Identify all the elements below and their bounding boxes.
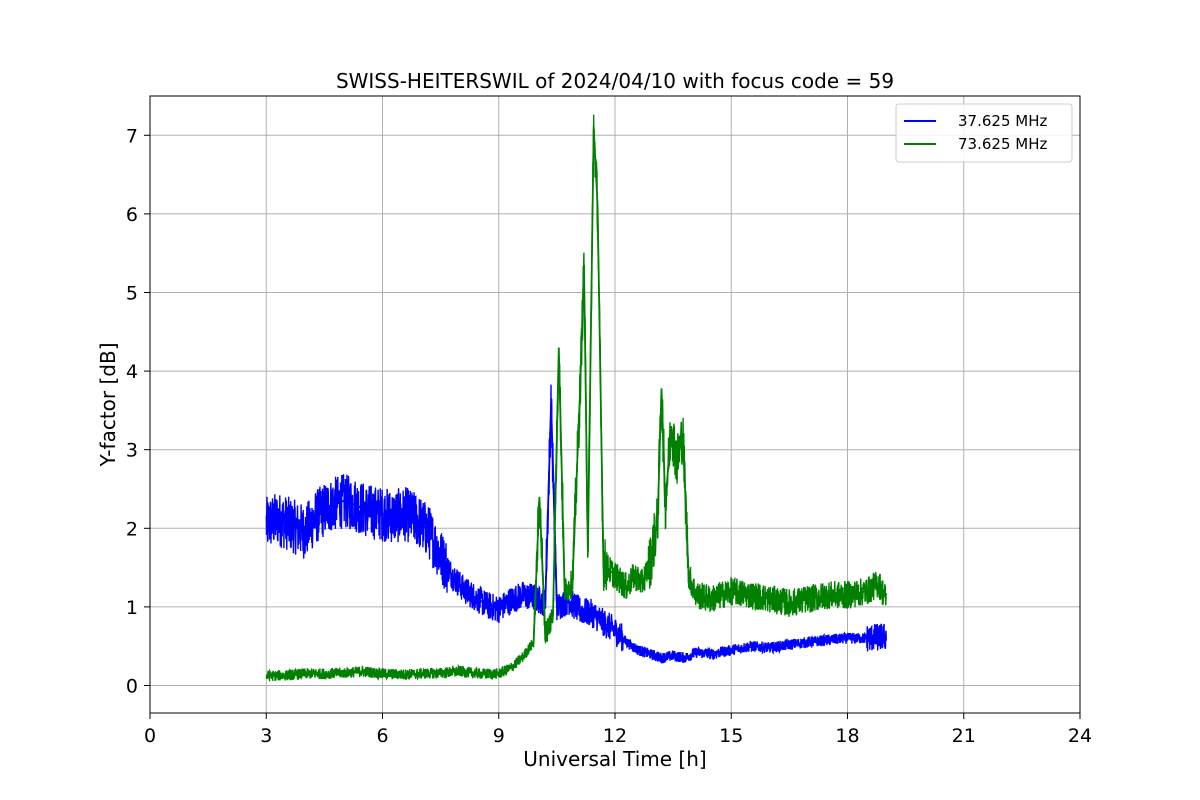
x-tick-label: 12 bbox=[603, 725, 627, 747]
y-tick-label: 7 bbox=[126, 125, 138, 147]
y-tick-label: 5 bbox=[126, 282, 138, 304]
x-axis-label: Universal Time [h] bbox=[523, 747, 706, 771]
x-tick-label: 6 bbox=[376, 725, 388, 747]
x-tick-label: 3 bbox=[260, 725, 272, 747]
y-tick-label: 4 bbox=[126, 361, 138, 383]
legend-box bbox=[895, 103, 1073, 163]
x-tick-label: 9 bbox=[493, 725, 505, 747]
series-line-0 bbox=[265, 384, 887, 664]
y-axis-label: Y-factor [dB] bbox=[96, 342, 120, 467]
chart-title: SWISS-HEITERSWIL of 2024/04/10 with focu… bbox=[336, 69, 894, 93]
legend-label-1: 73.625 MHz bbox=[958, 135, 1047, 153]
x-tick-label: 15 bbox=[719, 725, 743, 747]
y-tick-label: 3 bbox=[126, 440, 138, 462]
y-tick-label: 1 bbox=[126, 597, 138, 619]
x-tick-label: 0 bbox=[144, 725, 156, 747]
series-trace-1 bbox=[266, 127, 888, 677]
x-tick-label: 24 bbox=[1068, 725, 1092, 747]
y-tick-label: 0 bbox=[126, 675, 138, 697]
series-trace-0 bbox=[265, 402, 887, 659]
x-tick-label: 21 bbox=[952, 725, 976, 747]
legend: 37.625 MHz 73.625 MHz bbox=[895, 103, 1073, 163]
x-tick-label: 18 bbox=[835, 725, 859, 747]
series-layer bbox=[265, 114, 888, 682]
y-tick-label: 2 bbox=[126, 518, 138, 540]
legend-label-0: 37.625 MHz bbox=[958, 112, 1047, 130]
y-tick-label: 6 bbox=[126, 204, 138, 226]
